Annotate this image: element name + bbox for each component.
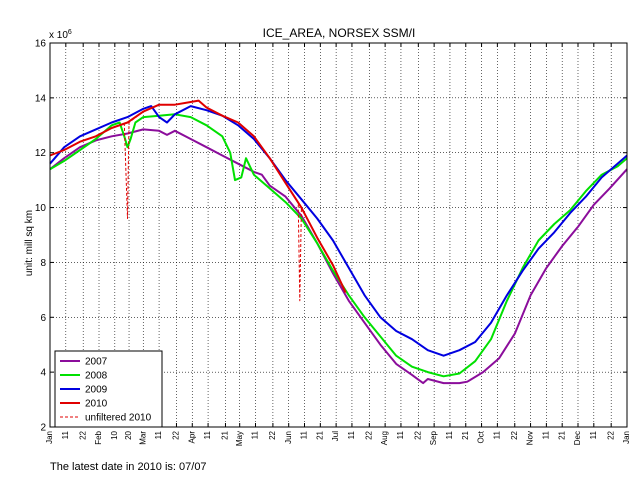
y-tick-label: 4 [40, 368, 46, 379]
x-tick-label: Sep [429, 430, 438, 445]
x-tick-label: 22 [510, 430, 519, 439]
x-tick-label: 21 [461, 430, 470, 439]
x-tick-label: 11 [445, 430, 454, 439]
y-axis-label: unit: mill sq km [24, 210, 35, 276]
x-tick-label: May [235, 431, 244, 446]
series-line-2010 [49, 99, 347, 294]
grid [50, 43, 627, 427]
x-tick-label: Aug [380, 431, 389, 445]
y-tick-label: 14 [35, 93, 47, 104]
legend-label: 2008 [85, 371, 108, 382]
legend-label: 2009 [85, 385, 108, 396]
x-tick-label: 10 [110, 430, 119, 439]
x-tick-label: 11 [541, 430, 550, 439]
x-tick-label: Jun [284, 431, 293, 444]
x-tick-label: 21 [315, 430, 324, 439]
chart-title: ICE_AREA, NORSEX SSM/I [263, 26, 416, 40]
ticks: Jan 11 22 Feb 10 20 Mar 11 22 Apr 11 21 May 11 22 Jun 11… [35, 39, 631, 447]
x-tick-label: 11 [492, 430, 501, 439]
x-tick-label: Apr [187, 431, 196, 444]
x-tick-label: 11 [589, 430, 598, 439]
x-tick-label: Dec [573, 431, 582, 445]
series-line-2009 [49, 105, 628, 357]
x-tick-label: 21 [221, 430, 230, 439]
x-tick-label: 22 [268, 430, 277, 439]
x-tick-label: 11 [347, 430, 356, 439]
x-tick-label: 11 [61, 430, 70, 439]
y-axis-exponent-base: x 10 [49, 30, 68, 41]
x-tick-label: 11 [251, 430, 260, 439]
x-tick-label: 11 [154, 430, 163, 439]
x-tick-label: 22 [364, 430, 373, 439]
x-tick-label: 22 [172, 430, 181, 439]
legend-label: 2007 [85, 357, 108, 368]
x-tick-label: Jan [45, 431, 54, 444]
x-tick-label: 11 [300, 430, 309, 439]
x-tick-label: Oct [477, 430, 486, 443]
x-tick-label: Jul [331, 431, 340, 441]
y-tick-label: 8 [40, 258, 46, 269]
x-tick-label: 22 [413, 430, 422, 439]
series-group [49, 99, 628, 385]
y-tick-label: 16 [35, 39, 47, 50]
legend-label: 2010 [85, 399, 108, 410]
series-line-2007 [49, 128, 628, 385]
x-tick-label: 20 [124, 430, 133, 439]
x-tick-label: Feb [94, 430, 103, 444]
y-tick-label: 10 [35, 203, 47, 214]
y-tick-label: 2 [40, 423, 46, 434]
y-axis-exponent: x 106 [49, 29, 72, 41]
x-tick-label: Nov [526, 431, 535, 445]
x-tick-label: 22 [606, 430, 615, 439]
y-axis-exponent-power: 6 [68, 29, 72, 36]
legend-label: unfiltered 2010 [85, 413, 152, 424]
x-tick-label: 11 [396, 430, 405, 439]
x-tick-label: Mar [138, 431, 147, 445]
y-tick-label: 6 [40, 313, 46, 324]
x-tick-label: Jan [622, 431, 631, 444]
x-tick-label: 22 [78, 430, 87, 439]
x-tick-label: 11 [203, 430, 212, 439]
x-tick-label: 21 [557, 430, 566, 439]
plot-frame [49, 42, 628, 428]
y-tick-label: 12 [35, 148, 47, 159]
legend: 2007 2008 2009 2010 unfiltered 2010 [54, 350, 163, 428]
latest-date-note: The latest date in 2010 is: 07/07 [50, 461, 207, 473]
